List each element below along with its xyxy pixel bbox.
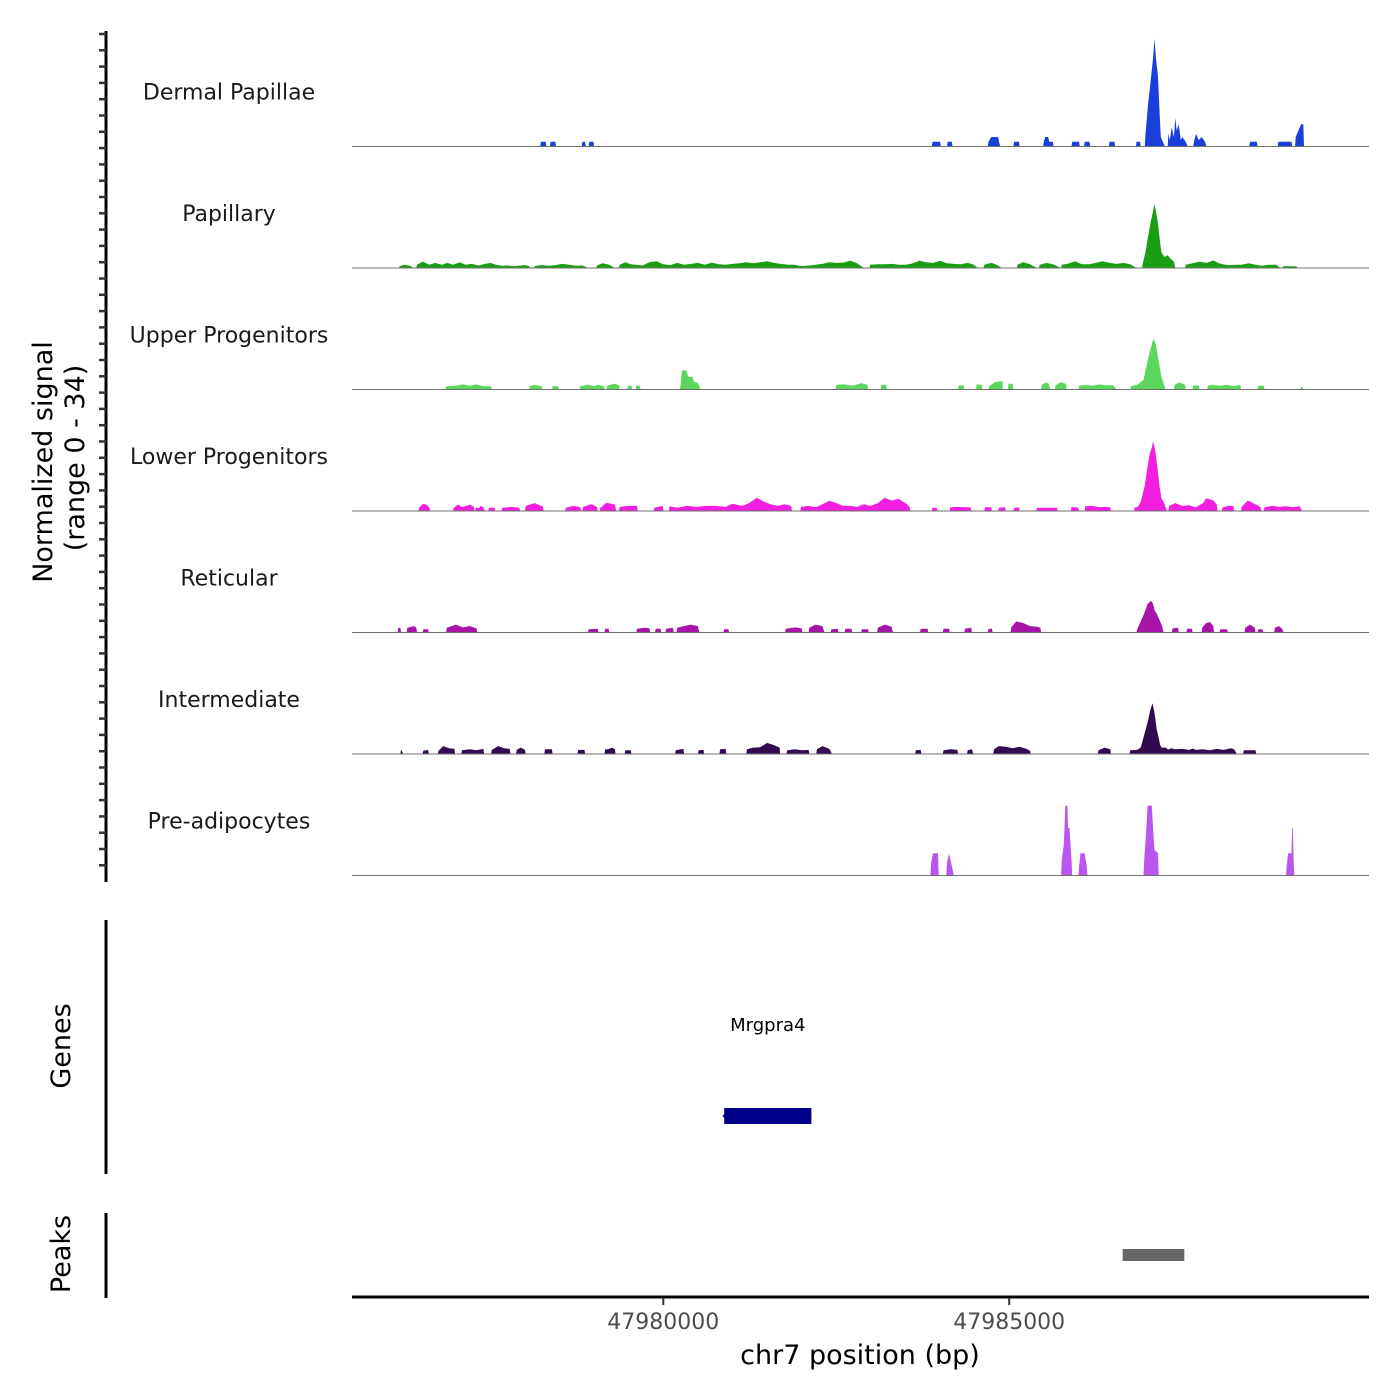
track-upper-progenitors: Upper Progenitors — [130, 324, 1369, 390]
gene-body — [724, 1108, 812, 1124]
track-label: Pre-adipocytes — [148, 810, 311, 835]
gene-label: Mrgpra4 — [730, 1015, 805, 1036]
signal-tracks: Dermal Papillae Papillary Upper Progenitor… — [130, 38, 1369, 876]
signal-y-axis-ticks — [99, 32, 106, 867]
coverage-area — [540, 38, 1304, 147]
track-label: Papillary — [182, 202, 276, 227]
coverage-area — [400, 703, 1257, 754]
peak-region — [1122, 1249, 1185, 1261]
track-lower-progenitors: Lower Progenitors — [130, 441, 1369, 512]
track-reticular: Reticular — [180, 567, 1369, 633]
peaks-panel-label: Peaks — [46, 1215, 77, 1293]
coverage-area — [397, 600, 1284, 633]
gene-annotations: Mrgpra4 — [722, 1015, 812, 1124]
x-axis-title: chr7 position (bp) — [740, 1340, 980, 1371]
track-intermediate: Intermediate — [158, 688, 1369, 755]
y-axis-title-line1: Normalized signal — [28, 341, 59, 583]
coverage-area — [418, 441, 1302, 511]
track-papillary: Papillary — [182, 202, 1369, 269]
track-label: Dermal Papillae — [143, 81, 315, 106]
genes-panel-label: Genes — [46, 1003, 77, 1088]
track-label: Reticular — [180, 567, 278, 592]
track-dermal-papillae: Dermal Papillae — [143, 38, 1369, 147]
y-axis-title-line2: (range 0 - 34) — [60, 365, 91, 552]
peak-annotations — [1122, 1249, 1185, 1261]
coverage-area — [399, 204, 1298, 268]
x-axis-ticks: 47980000 47985000 — [607, 1298, 1065, 1335]
track-pre-adipocytes: Pre-adipocytes — [148, 805, 1369, 876]
x-tick-label: 47980000 — [607, 1310, 719, 1335]
coverage-area — [930, 805, 1295, 876]
gene-strand-arrow — [722, 1111, 729, 1121]
coverage-area — [445, 338, 1304, 390]
x-tick-label: 47985000 — [953, 1310, 1065, 1335]
track-label: Lower Progenitors — [130, 445, 328, 470]
track-label: Intermediate — [158, 688, 300, 713]
track-label: Upper Progenitors — [130, 324, 329, 349]
